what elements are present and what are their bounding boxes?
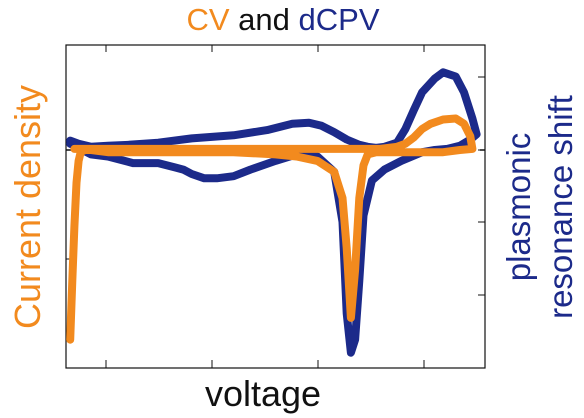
y-axis-label-left: Current density	[7, 85, 48, 329]
chart-title: CV and dCPV	[186, 2, 379, 37]
series-cv-line	[66, 114, 477, 344]
x-axis-label: voltage	[205, 373, 321, 414]
plot-frame	[65, 44, 486, 369]
y-axis-label-right-line2: resonance shift	[542, 95, 579, 319]
title-part-cv: CV	[186, 2, 229, 37]
series-dcpv-line	[66, 68, 481, 357]
y-axis-label-right-line1: plasmonic	[500, 133, 537, 282]
title-part-dcpv: dCPV	[299, 2, 380, 37]
title-part-and: and	[230, 2, 299, 37]
